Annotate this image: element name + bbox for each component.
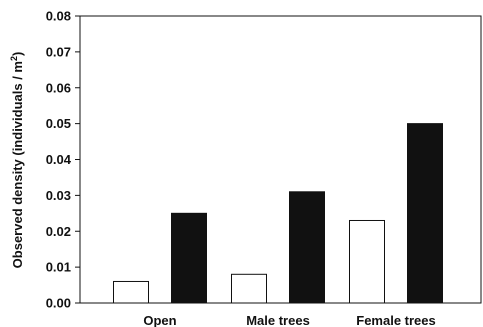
bar-white-male-trees	[231, 273, 267, 304]
bar-white-open	[113, 280, 149, 304]
x-category-label: Female trees	[356, 313, 436, 327]
y-tick-label: 0.00	[46, 296, 71, 311]
y-tick-label: 0.05	[46, 116, 71, 131]
y-tick-label: 0.08	[46, 9, 71, 24]
bars	[113, 123, 443, 304]
y-tick-label: 0.06	[46, 80, 71, 95]
bar-white-female-trees	[349, 219, 385, 304]
x-axis-category-labels: Open Male trees Female trees	[143, 313, 435, 327]
y-tick-label: 0.07	[46, 44, 71, 59]
y-axis-title-main: Observed density (individuals / m	[10, 61, 25, 268]
plot-frame	[79, 15, 482, 304]
x-category-label: Open	[143, 313, 176, 327]
y-axis-title-suffix: )	[10, 52, 25, 56]
y-tick-label: 0.01	[46, 260, 71, 275]
bar-black-male-trees	[289, 191, 325, 304]
y-tick-label: 0.02	[46, 224, 71, 239]
y-tick-label: 0.03	[46, 188, 71, 203]
y-tick-label: 0.04	[46, 152, 72, 167]
y-axis-title-superscript: 2	[9, 56, 19, 61]
y-axis-title: Observed density (individuals / m2)	[9, 52, 25, 269]
bar-black-female-trees	[407, 123, 443, 304]
x-category-label: Male trees	[246, 313, 310, 327]
bar-black-open	[171, 212, 207, 304]
y-axis-ticks: 0.00 0.01 0.02 0.03 0.04 0.05 0.06 0.07 0.08	[46, 9, 80, 311]
